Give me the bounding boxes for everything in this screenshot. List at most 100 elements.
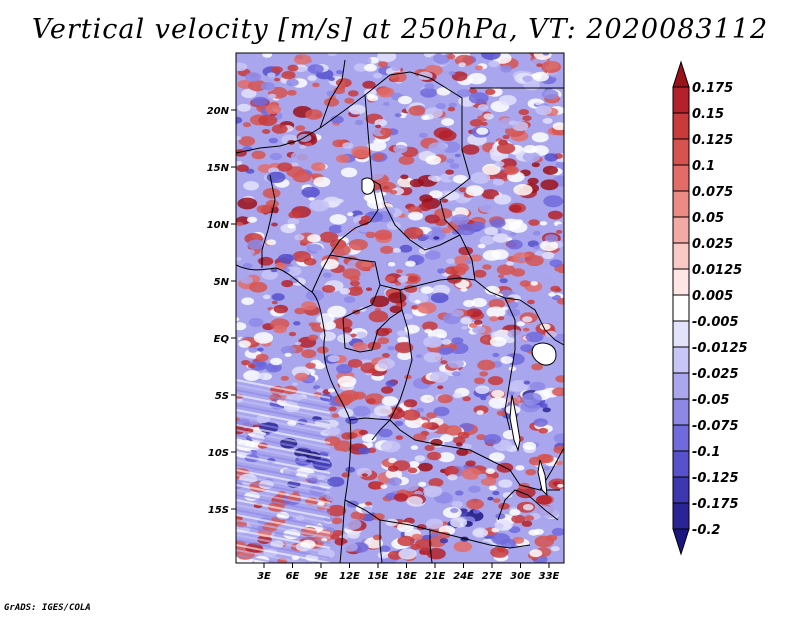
ocean-streak [236, 454, 331, 474]
velocity-cell [389, 305, 403, 314]
velocity-cell [488, 298, 506, 309]
velocity-cell [263, 212, 282, 224]
velocity-cell [375, 328, 390, 337]
velocity-cell [422, 321, 438, 331]
velocity-cell [256, 204, 272, 214]
velocity-cell [380, 386, 394, 394]
velocity-cell [554, 333, 564, 342]
velocity-cell [380, 484, 388, 489]
velocity-cell [550, 137, 563, 145]
velocity-cell [334, 537, 348, 546]
velocity-cell [476, 410, 484, 415]
velocity-cell [533, 230, 541, 236]
velocity-cell [236, 257, 242, 261]
velocity-cell [451, 71, 468, 81]
velocity-cell [336, 364, 353, 374]
velocity-cell [421, 115, 430, 121]
colorbar-bin [672, 346, 690, 374]
velocity-cell [513, 184, 533, 196]
velocity-cell [327, 305, 347, 318]
velocity-cell [467, 367, 478, 374]
ocean-streak [236, 414, 331, 434]
velocity-cell [262, 129, 271, 134]
country-borders [236, 59, 564, 563]
velocity-cell [328, 406, 337, 412]
velocity-cell [432, 53, 451, 64]
colorbar-bottom-arrow [672, 528, 690, 556]
velocity-cell [553, 433, 564, 444]
velocity-cell [488, 485, 497, 491]
velocity-cell [397, 351, 413, 361]
velocity-cell [472, 325, 486, 334]
velocity-cell [311, 162, 326, 172]
velocity-cell [377, 551, 390, 559]
velocity-cell [523, 327, 530, 332]
velocity-cell [293, 321, 301, 326]
velocity-cell [313, 176, 331, 188]
velocity-cell [258, 114, 278, 127]
colorbar-bin [672, 268, 690, 296]
velocity-cell [383, 102, 390, 106]
ocean-streak [236, 514, 331, 534]
velocity-cell [298, 67, 307, 72]
velocity-cell [365, 501, 372, 506]
velocity-cell [365, 287, 373, 292]
velocity-cell [503, 165, 519, 175]
velocity-cell [393, 144, 408, 154]
velocity-cell [454, 263, 470, 273]
velocity-cell [331, 244, 351, 256]
velocity-cell [423, 352, 442, 363]
velocity-cell [482, 250, 501, 261]
velocity-cell [453, 541, 472, 553]
lat-label: 5N [214, 277, 230, 288]
velocity-cell [492, 233, 509, 243]
velocity-field [236, 53, 564, 563]
colorbar-label: -0.0125 [692, 341, 748, 356]
velocity-cell [511, 514, 526, 524]
velocity-cell [294, 234, 305, 241]
velocity-cell [557, 323, 564, 330]
velocity-cell [456, 223, 477, 236]
velocity-cell [542, 407, 551, 413]
ocean-streak [236, 394, 331, 414]
ocean-streak [236, 554, 284, 563]
lon-label: 18E [396, 571, 417, 582]
lat-label: 5S [215, 391, 229, 402]
colorbar-bin [672, 372, 690, 400]
colorbar-label: -0.05 [692, 393, 729, 408]
velocity-cell [257, 347, 264, 352]
velocity-cell [489, 336, 507, 347]
velocity-cell [353, 63, 368, 72]
velocity-cell [538, 427, 548, 434]
ocean-streak [236, 544, 331, 563]
colorbar-bin [672, 242, 690, 270]
ocean-streak [236, 419, 331, 439]
velocity-cell [502, 492, 513, 499]
velocity-cell [488, 397, 508, 409]
velocity-cell [251, 62, 264, 70]
velocity-cell [435, 103, 447, 110]
velocity-cell [420, 286, 434, 294]
velocity-cell [380, 245, 394, 254]
ocean-streak [236, 474, 331, 494]
colorbar-label: -0.175 [692, 497, 739, 512]
velocity-cell [316, 388, 324, 393]
velocity-cell [381, 396, 399, 406]
velocity-cell [367, 94, 379, 102]
velocity-cell [480, 396, 487, 401]
velocity-cell [409, 178, 424, 188]
colorbar-bin [672, 216, 690, 244]
colorbar-bin [672, 138, 690, 166]
velocity-cell [238, 340, 251, 348]
velocity-cell [236, 322, 247, 331]
colorbar-label: 0.05 [692, 211, 724, 226]
velocity-cell [262, 53, 273, 58]
velocity-cell [381, 353, 390, 358]
velocity-cell [342, 518, 362, 530]
velocity-cell [540, 240, 559, 252]
velocity-cell [502, 134, 510, 140]
velocity-cell [237, 103, 251, 112]
velocity-cell [241, 88, 257, 99]
velocity-cell [377, 87, 395, 98]
velocity-cell [377, 53, 397, 63]
